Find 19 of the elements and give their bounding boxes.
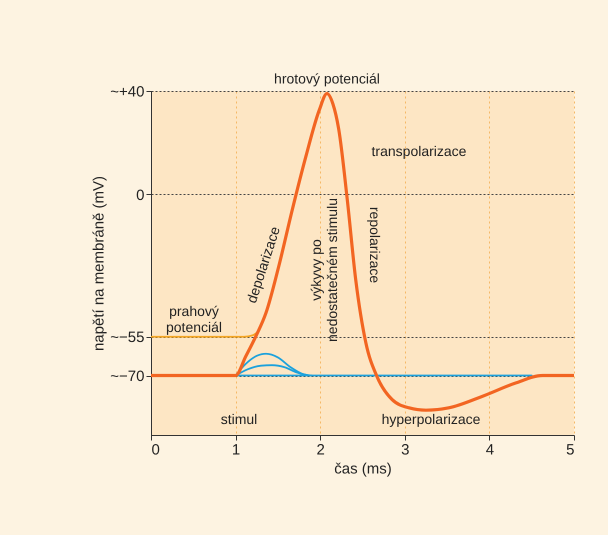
y-axis-title: napětí na membráně (mV) [90,176,108,352]
annotation: výkyvy po nedostatečném stimulu [308,198,340,342]
y-tick-label: 0 [136,186,144,204]
x-tick-label: 1 [232,442,240,458]
y-tick-label: ~+40 [110,84,144,100]
x-tick-label: 2 [316,442,325,458]
annotation: stimul [220,411,258,427]
annotation: transpolarizace [372,143,467,159]
x-tick-label: 4 [486,442,494,458]
x-tick-label: 3 [401,442,410,458]
x-tick-label: 0 [152,442,160,458]
y-tick-label: ~−55 [110,329,144,346]
annotation: prahový potenciál [166,303,222,335]
x-tick-label: 5 [566,442,574,458]
annotation: repolarizace [367,206,383,284]
y-tick-label: ~−70 [110,368,144,386]
annotation: hrotový potenciál [274,70,380,87]
x-axis-title: čas (ms) [334,460,392,478]
annotation: hyperpolarizace [382,411,481,427]
